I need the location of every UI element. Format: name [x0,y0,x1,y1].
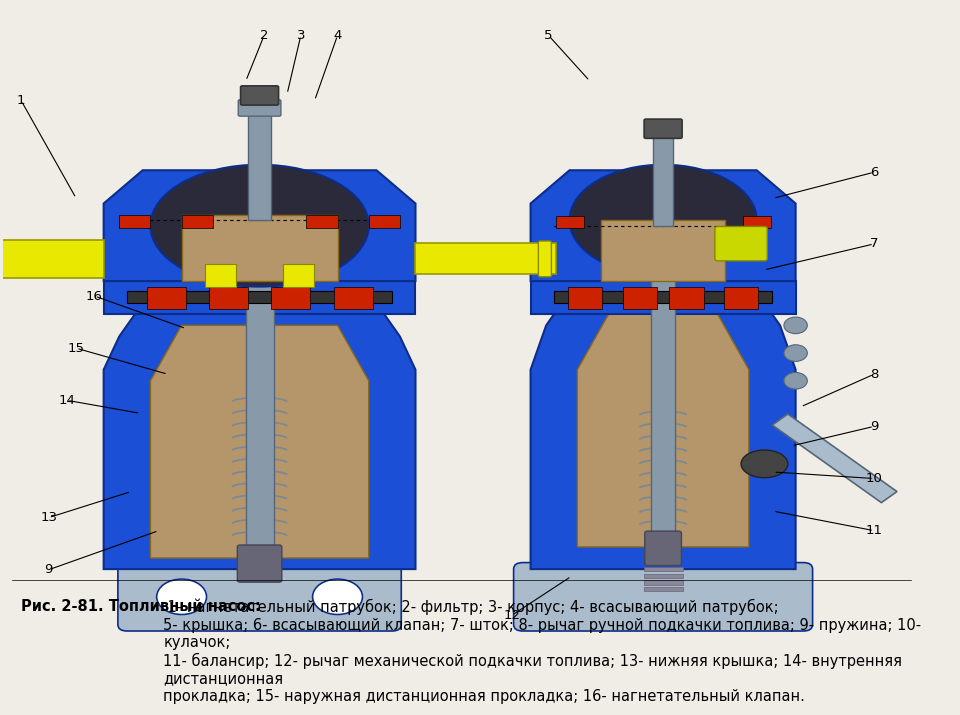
Ellipse shape [151,164,369,287]
Text: 3: 3 [297,29,305,42]
FancyBboxPatch shape [715,227,767,261]
Text: Рис. 2-81. Топливный насос:: Рис. 2-81. Топливный насос: [21,599,261,614]
FancyBboxPatch shape [241,86,278,105]
Polygon shape [151,325,369,558]
Circle shape [784,373,807,389]
Bar [556,216,584,228]
Text: 2: 2 [260,29,269,42]
Text: 14: 14 [59,394,76,407]
Bar [181,214,338,281]
Text: 9: 9 [44,563,53,576]
Polygon shape [104,303,416,569]
Bar [272,287,310,309]
FancyBboxPatch shape [644,119,683,138]
Polygon shape [531,292,796,569]
Bar [334,287,372,309]
Polygon shape [577,315,749,547]
Bar [119,214,151,228]
Bar [724,287,758,309]
Bar [369,214,400,228]
Bar [209,287,248,309]
FancyBboxPatch shape [118,563,401,631]
Text: 1: 1 [17,94,25,107]
Bar [643,573,683,578]
Polygon shape [104,170,416,281]
Bar [246,253,274,558]
Bar [554,291,772,303]
Text: 13: 13 [40,511,58,524]
Bar [205,265,236,287]
Bar [743,216,771,228]
Bar [623,287,657,309]
Bar [653,126,673,226]
Text: 7: 7 [870,237,878,250]
Text: 9: 9 [870,420,878,433]
Bar [643,580,683,585]
Text: 8: 8 [870,368,878,381]
Bar [0,240,104,278]
Bar [416,243,556,275]
Text: 6: 6 [870,166,878,179]
Circle shape [784,317,807,334]
Bar [104,281,416,315]
Bar [669,287,704,309]
Circle shape [784,345,807,361]
Bar [181,214,213,228]
Polygon shape [772,414,897,503]
Bar [643,587,683,591]
Polygon shape [531,170,796,281]
Bar [283,265,314,287]
Text: 11: 11 [866,524,882,537]
Text: 15: 15 [67,342,84,355]
Text: 4: 4 [333,29,342,42]
Circle shape [156,579,206,614]
Bar [147,287,185,309]
Text: 10: 10 [866,472,882,485]
Bar [306,214,338,228]
FancyBboxPatch shape [238,99,281,116]
FancyBboxPatch shape [514,563,812,631]
Bar [531,281,796,315]
Text: 5: 5 [544,29,553,42]
Bar [127,291,392,303]
FancyBboxPatch shape [237,545,282,582]
Text: 12: 12 [503,609,520,622]
FancyBboxPatch shape [539,241,551,277]
Circle shape [313,579,363,614]
Bar [652,242,675,547]
Bar [248,109,272,220]
Ellipse shape [741,450,788,478]
Text: 1- нагнетательный патрубок; 2- фильтр; 3- корпус; 4- всасывающий патрубок;
5- кр: 1- нагнетательный патрубок; 2- фильтр; 3… [163,599,922,704]
Ellipse shape [569,164,756,275]
Bar [568,287,602,309]
Bar [643,567,683,571]
Text: 16: 16 [86,290,103,302]
Bar [601,220,726,281]
FancyBboxPatch shape [645,531,682,566]
